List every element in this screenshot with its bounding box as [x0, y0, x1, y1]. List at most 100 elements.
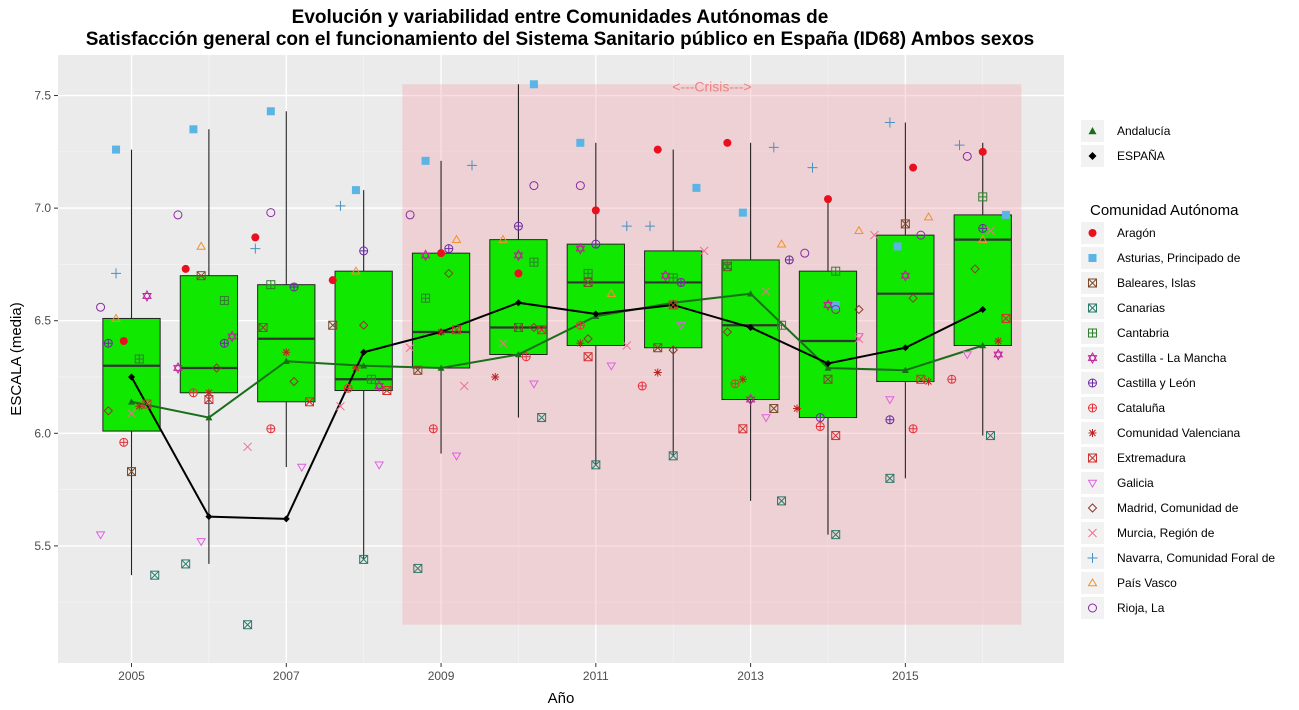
y-tick-label: 5.5 — [34, 539, 51, 553]
legend-key — [1088, 254, 1097, 262]
data-point — [575, 181, 585, 191]
legend-label: Aragón — [1117, 226, 1156, 240]
legend-key — [1087, 578, 1098, 587]
data-point — [127, 408, 136, 418]
data-point — [282, 348, 291, 357]
data-point — [405, 210, 415, 220]
legend-label: Baleares, Islas — [1117, 276, 1196, 290]
data-point — [923, 212, 934, 221]
data-point — [428, 424, 438, 434]
data-point — [421, 156, 430, 165]
legend-label: Andalucía — [1117, 124, 1171, 138]
line-marker — [747, 290, 755, 297]
data-point — [970, 264, 980, 274]
legend-key — [1088, 453, 1097, 463]
legend-item-series: Canarias — [1081, 297, 1165, 319]
data-point — [173, 210, 183, 220]
legend-item-series: Murcia, Región de — [1081, 522, 1215, 544]
legend-item-line: Andalucía — [1081, 120, 1171, 142]
data-point — [127, 467, 137, 477]
line-marker — [128, 398, 136, 405]
data-point — [289, 282, 299, 292]
legend-key-bg — [1081, 572, 1104, 594]
legend-label: Asturias, Principado de — [1117, 251, 1241, 265]
data-point — [219, 338, 229, 348]
data-point — [653, 343, 663, 353]
line-marker — [979, 305, 987, 313]
data-point — [653, 145, 662, 154]
data-point — [730, 379, 740, 389]
y-tick-label: 7.0 — [34, 201, 51, 215]
data-point — [777, 320, 787, 330]
legend-item-series: Extremadura — [1081, 447, 1186, 469]
legend-item-series: Castilla y León — [1081, 372, 1196, 394]
y-axis-title: ESCALA (media) — [8, 302, 25, 415]
data-point — [637, 381, 647, 391]
data-point — [181, 559, 191, 569]
legend-item-series: Cantabria — [1081, 322, 1169, 344]
data-point — [358, 320, 369, 330]
line-0 — [128, 290, 987, 421]
x-axis-title: Año — [548, 690, 575, 707]
data-point — [622, 341, 632, 350]
data-point — [328, 276, 337, 285]
y-axis-ticks: 5.5 6.0 6.5 7.0 7.5 — [34, 89, 58, 553]
legend-item-series: Baleares, Islas — [1081, 272, 1196, 294]
legend-label: Canarias — [1117, 301, 1165, 315]
data-point — [699, 246, 709, 256]
data-point — [854, 225, 864, 234]
legend-key — [1088, 303, 1097, 313]
data-point — [823, 298, 833, 312]
data-point — [103, 406, 114, 416]
data-point — [135, 402, 144, 411]
x-tick-label: 2011 — [583, 669, 609, 683]
legend-label: Comunidad Valenciana — [1117, 426, 1241, 440]
data-point — [583, 334, 593, 344]
data-point — [289, 376, 299, 387]
legend-item-series: Aragón — [1081, 222, 1156, 244]
series-3 — [150, 413, 995, 630]
data-point — [769, 404, 779, 414]
data-point — [444, 268, 454, 279]
data-point — [134, 354, 144, 364]
box-iqr — [876, 234, 935, 383]
data-point — [111, 268, 122, 279]
data-point — [668, 300, 678, 310]
boxplot-2016 — [953, 142, 1012, 436]
line-marker — [360, 348, 368, 356]
box-iqr — [334, 270, 393, 392]
data-point — [250, 243, 261, 254]
data-point — [204, 395, 214, 405]
data-point — [498, 338, 508, 348]
data-point — [335, 200, 346, 211]
legend-title: Comunidad Autónoma — [1090, 202, 1239, 219]
data-point — [738, 208, 747, 217]
data-point — [644, 221, 655, 232]
legend-key — [1087, 479, 1098, 488]
data-point — [854, 334, 864, 344]
legend-label: Madrid, Comunidad de — [1117, 501, 1239, 515]
legend-label: Murcia, Región de — [1117, 526, 1215, 540]
data-point — [204, 388, 213, 397]
legend-key — [1088, 152, 1097, 160]
data-point — [421, 293, 431, 303]
data-point — [583, 277, 593, 287]
data-point — [978, 147, 987, 156]
y-tick-label: 7.5 — [34, 89, 51, 103]
data-point — [621, 221, 632, 232]
data-point — [606, 288, 617, 297]
data-point — [529, 80, 538, 89]
legend-key — [1087, 553, 1098, 563]
legend-label: Extremadura — [1117, 451, 1186, 465]
legend-label: Castilla y León — [1117, 376, 1196, 390]
legend-label: Cantabria — [1117, 326, 1169, 340]
data-point — [676, 277, 686, 287]
data-point — [784, 255, 794, 265]
data-point — [800, 248, 810, 258]
legend-label: Cataluña — [1117, 401, 1165, 415]
data-point — [351, 266, 361, 275]
data-point — [188, 388, 198, 398]
data-point — [196, 241, 207, 250]
data-point — [777, 496, 787, 506]
legend-key — [1088, 229, 1097, 237]
